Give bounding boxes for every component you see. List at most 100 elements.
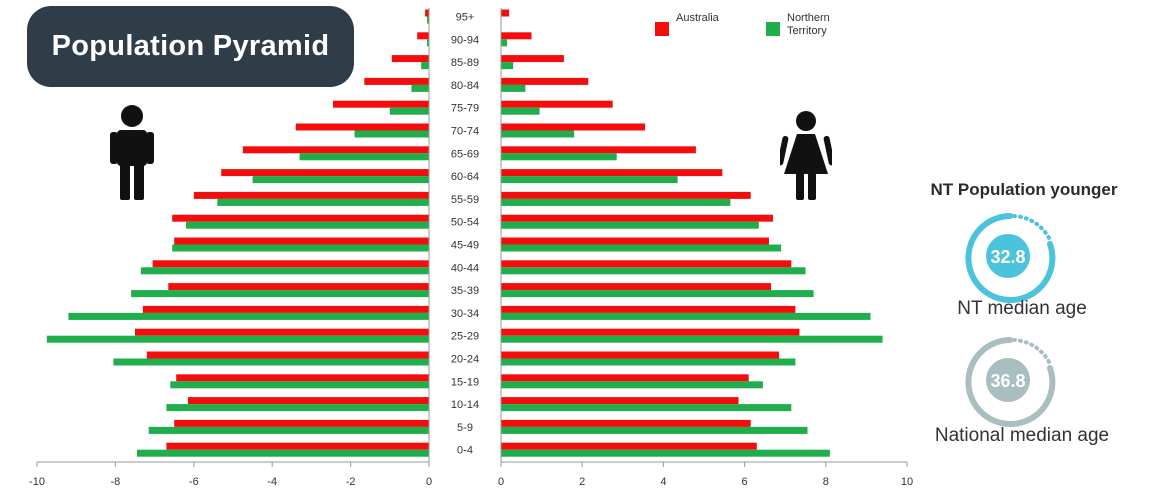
nt-median-age-ring: 32.8 <box>965 213 1056 303</box>
male-australia-bar-95+ <box>425 9 429 17</box>
page-title: Population Pyramid <box>27 6 354 87</box>
age-label-90-94: 90-94 <box>451 34 479 46</box>
female-australia-bar-60-64 <box>501 169 723 177</box>
male-nt-bar-75-79 <box>389 107 429 115</box>
male-australia-bar-70-74 <box>295 123 429 131</box>
female-nt-bar-60-64 <box>501 176 678 184</box>
legend-label-australia: Australia <box>676 12 719 24</box>
female-australia-bar-75-79 <box>501 100 613 108</box>
left-tick-label: -10 <box>29 476 45 488</box>
female-nt-bar-35-39 <box>501 290 814 298</box>
female-nt-bar-20-24 <box>501 358 796 366</box>
nt-median-age-label: NT median age <box>957 298 1087 319</box>
male-australia-bar-50-54 <box>172 214 429 222</box>
male-australia-bar-45-49 <box>174 237 429 245</box>
male-australia-bar-35-39 <box>168 283 430 291</box>
male-australia-bar-85-89 <box>391 55 429 63</box>
age-label-80-84: 80-84 <box>451 80 479 92</box>
male-australia-bar-30-34 <box>142 305 430 313</box>
male-bars-group <box>46 9 430 457</box>
male-person-icon <box>110 105 154 200</box>
male-australia-bar-15-19 <box>176 374 429 382</box>
age-label-40-44: 40-44 <box>451 262 479 274</box>
male-nt-bar-40-44 <box>140 267 429 275</box>
male-nt-bar-50-54 <box>186 221 429 229</box>
male-australia-bar-20-24 <box>146 351 430 359</box>
female-nt-bar-75-79 <box>501 107 540 115</box>
left-tick-label: -2 <box>346 476 356 488</box>
female-nt-bar-90-94 <box>501 39 508 47</box>
male-nt-bar-60-64 <box>252 176 429 184</box>
female-australia-bar-70-74 <box>501 123 646 131</box>
female-australia-bar-80-84 <box>501 77 589 85</box>
female-nt-bar-15-19 <box>501 381 763 389</box>
female-australia-bar-35-39 <box>501 283 771 291</box>
national-median-age-value: 36.8 <box>990 371 1025 391</box>
nt-median-age-value: 32.8 <box>990 247 1025 267</box>
age-label-45-49: 45-49 <box>451 240 479 252</box>
right-tick-label: 6 <box>742 476 748 488</box>
left-tick-label: 0 <box>426 476 432 488</box>
female-australia-bar-30-34 <box>501 305 796 313</box>
female-australia-bar-15-19 <box>501 374 749 382</box>
female-nt-bar-80-84 <box>501 84 526 92</box>
female-australia-bar-85-89 <box>501 55 564 63</box>
male-australia-bar-60-64 <box>221 169 429 177</box>
male-nt-bar-85-89 <box>421 62 429 70</box>
female-australia-bar-40-44 <box>501 260 792 268</box>
age-label-25-29: 25-29 <box>451 331 479 343</box>
age-label-30-34: 30-34 <box>451 308 479 320</box>
female-nt-bar-50-54 <box>501 221 759 229</box>
male-nt-bar-25-29 <box>46 335 430 343</box>
male-nt-bar-45-49 <box>172 244 429 252</box>
female-nt-bar-30-34 <box>501 312 871 320</box>
female-person-icon <box>780 111 832 200</box>
male-australia-bar-25-29 <box>135 328 429 336</box>
male-nt-bar-5-9 <box>148 426 429 434</box>
male-nt-bar-65-69 <box>299 153 429 161</box>
age-label-75-79: 75-79 <box>451 103 479 115</box>
female-australia-bar-5-9 <box>501 419 751 427</box>
male-nt-bar-35-39 <box>131 290 429 298</box>
age-label-15-19: 15-19 <box>451 376 479 388</box>
female-australia-bar-25-29 <box>501 328 800 336</box>
female-australia-bar-45-49 <box>501 237 769 245</box>
female-nt-bar-40-44 <box>501 267 806 275</box>
male-nt-bar-90-94 <box>427 39 429 47</box>
male-australia-bar-55-59 <box>193 191 429 199</box>
female-nt-bar-45-49 <box>501 244 782 252</box>
male-australia-bar-65-69 <box>242 146 429 154</box>
female-australia-bar-10-14 <box>501 397 739 405</box>
age-label-20-24: 20-24 <box>451 354 479 366</box>
male-nt-bar-55-59 <box>217 198 429 206</box>
age-label-60-64: 60-64 <box>451 171 479 183</box>
age-label-65-69: 65-69 <box>451 148 479 160</box>
legend-swatch-australia <box>655 22 669 36</box>
male-nt-bar-80-84 <box>411 84 429 92</box>
left-tick-label: -8 <box>111 476 121 488</box>
male-australia-bar-10-14 <box>187 397 429 405</box>
national-median-age-label: National median age <box>934 425 1110 446</box>
age-label-0-4: 0-4 <box>457 445 473 457</box>
left-tick-label: -6 <box>189 476 199 488</box>
female-australia-bar-50-54 <box>501 214 773 222</box>
legend-label-nt-line2: Territory <box>787 25 827 37</box>
male-australia-bar-0-4 <box>166 442 429 450</box>
female-nt-bar-25-29 <box>501 335 883 343</box>
legend-label-nt: Northern Territory <box>787 12 830 38</box>
right-tick-label: 2 <box>579 476 585 488</box>
right-tick-label: 8 <box>823 476 829 488</box>
age-label-85-89: 85-89 <box>451 57 479 69</box>
age-label-95+: 95+ <box>456 12 475 24</box>
age-label-5-9: 5-9 <box>457 422 473 434</box>
age-group-labels: 95+ 90-94 85-89 80-84 75-79 70-74 65-69 60-64 55… <box>451 12 479 457</box>
age-label-55-59: 55-59 <box>451 194 479 206</box>
male-australia-bar-5-9 <box>174 419 429 427</box>
right-tick-label: 10 <box>901 476 913 488</box>
age-label-35-39: 35-39 <box>451 285 479 297</box>
age-label-70-74: 70-74 <box>451 126 479 138</box>
male-australia-bar-90-94 <box>417 32 429 40</box>
female-nt-bar-70-74 <box>501 130 575 138</box>
male-nt-bar-0-4 <box>137 449 429 457</box>
